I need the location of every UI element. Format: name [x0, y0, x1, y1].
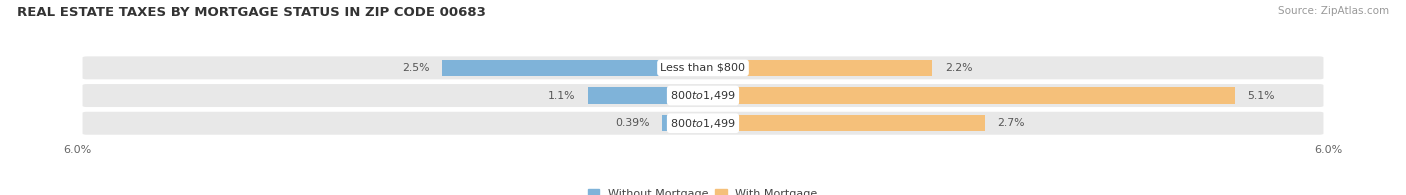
Text: 2.5%: 2.5%	[402, 63, 430, 73]
Text: $800 to $1,499: $800 to $1,499	[671, 89, 735, 102]
Text: 2.7%: 2.7%	[997, 118, 1025, 128]
Bar	[703, 87, 1234, 104]
Text: 2.2%: 2.2%	[945, 63, 973, 73]
Bar	[588, 87, 703, 104]
Bar	[662, 115, 703, 131]
Text: 0.39%: 0.39%	[616, 118, 650, 128]
Text: $800 to $1,499: $800 to $1,499	[671, 117, 735, 130]
Legend: Without Mortgage, With Mortgage: Without Mortgage, With Mortgage	[588, 189, 818, 195]
Text: Less than $800: Less than $800	[661, 63, 745, 73]
FancyBboxPatch shape	[83, 84, 1323, 107]
Bar	[703, 115, 984, 131]
FancyBboxPatch shape	[83, 56, 1323, 79]
Text: REAL ESTATE TAXES BY MORTGAGE STATUS IN ZIP CODE 00683: REAL ESTATE TAXES BY MORTGAGE STATUS IN …	[17, 6, 485, 19]
FancyBboxPatch shape	[83, 112, 1323, 135]
Bar	[703, 60, 932, 76]
Text: Source: ZipAtlas.com: Source: ZipAtlas.com	[1278, 6, 1389, 16]
Bar	[443, 60, 703, 76]
Text: 5.1%: 5.1%	[1247, 90, 1275, 101]
Text: 1.1%: 1.1%	[548, 90, 576, 101]
